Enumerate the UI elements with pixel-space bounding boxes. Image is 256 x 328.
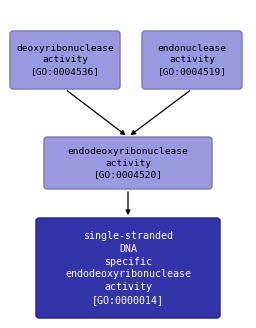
FancyBboxPatch shape — [142, 31, 242, 89]
Text: deoxyribonuclease
activity
[GO:0004536]: deoxyribonuclease activity [GO:0004536] — [16, 44, 114, 76]
FancyBboxPatch shape — [10, 31, 120, 89]
Text: single-stranded
DNA
specific
endodeoxyribonuclease
activity
[GO:0000014]: single-stranded DNA specific endodeoxyri… — [65, 231, 191, 305]
FancyBboxPatch shape — [36, 218, 220, 318]
Text: endonuclease
activity
[GO:0004519]: endonuclease activity [GO:0004519] — [157, 44, 227, 76]
FancyBboxPatch shape — [44, 137, 212, 189]
Text: endodeoxyribonuclease
activity
[GO:0004520]: endodeoxyribonuclease activity [GO:00045… — [68, 147, 188, 179]
